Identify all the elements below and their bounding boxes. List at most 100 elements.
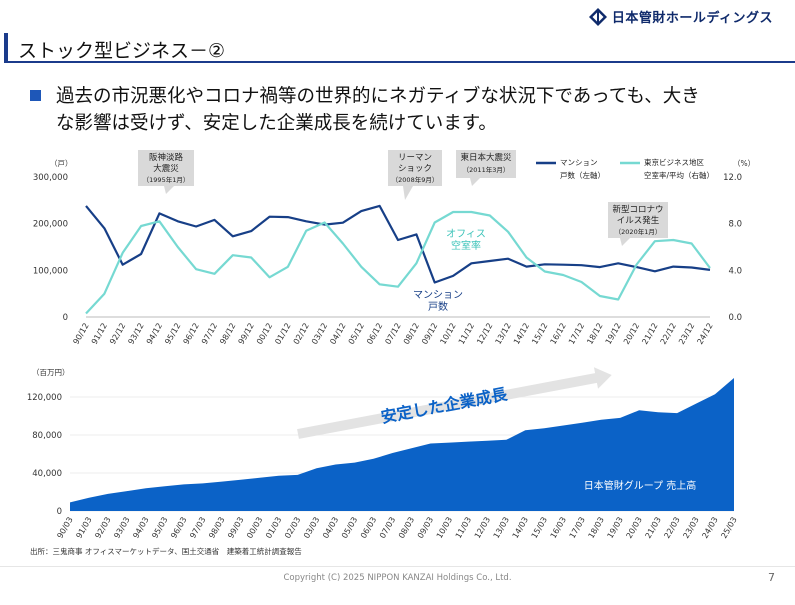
growth-arrow-shape	[297, 367, 612, 439]
top-left-tick-label: 300,000	[33, 173, 68, 183]
top-x-tick-label: 22/12	[659, 322, 678, 346]
bottom-x-tick-label: 93/03	[112, 516, 131, 540]
dual-axis-line-chart: 0 100,000 200,000 300,000 （戸） 0.0 4.0 8.0 12.0 （%…	[33, 150, 755, 346]
bottom-y-tick-label: 120,000	[27, 393, 62, 403]
page-title-bar: ストック型ビジネス－②	[0, 33, 795, 63]
top-x-tick-label: 17/12	[567, 322, 586, 346]
bottom-x-tick-label: 96/03	[169, 516, 188, 540]
bottom-x-tick-label: 90/03	[55, 516, 74, 540]
top-x-tick-label: 04/12	[328, 322, 347, 346]
top-x-tick-label: 96/12	[182, 322, 201, 346]
event-callout-text: （1995年1月）	[143, 175, 190, 184]
top-x-tick-label: 12/12	[475, 322, 494, 346]
top-x-tick-label: 23/12	[677, 322, 696, 346]
bottom-x-tick-label: 10/03	[435, 516, 454, 540]
top-x-tick-label: 98/12	[218, 322, 237, 346]
bottom-x-tick-label: 91/03	[74, 516, 93, 540]
top-x-tick-label: 08/12	[402, 322, 421, 346]
top-right-tick-label: 12.0	[723, 173, 742, 183]
event-callout-text: （2008年9月）	[392, 175, 439, 184]
bottom-x-tick-label: 05/03	[340, 516, 359, 540]
company-logo-icon	[588, 7, 607, 26]
bottom-x-tick-label: 02/03	[283, 516, 302, 540]
top-x-tick-label: 97/12	[200, 322, 219, 346]
top-x-tick-label: 07/12	[383, 322, 402, 346]
sales-area-chart: 0 40,000 80,000 120,000 （百万円） 90/03 91/03 92/03…	[27, 367, 739, 540]
bottom-y-tick-label: 0	[57, 507, 62, 517]
top-x-tick-label: 01/12	[273, 322, 292, 346]
top-right-tick-label: 8.0	[728, 220, 742, 230]
sales-area	[70, 378, 734, 511]
top-left-unit: （戸）	[50, 159, 73, 168]
growth-arrow-label: 安定した企業成長	[379, 384, 509, 426]
bullet-square-icon	[30, 90, 41, 101]
mansion-inline-label-1: マンション	[413, 290, 463, 301]
top-x-tick-label: 91/12	[90, 322, 109, 346]
event-callout-text: リーマン	[398, 153, 432, 163]
bottom-y-unit: （百万円）	[32, 368, 70, 377]
bullet-text: 過去の市況悪化やコロナ禍等の世界的にネガティブな状況下であっても、大き な影響は…	[56, 83, 776, 137]
title-accent	[4, 33, 8, 62]
bottom-x-tick-label: 94/03	[131, 516, 150, 540]
top-x-tick-label: 14/12	[512, 322, 531, 346]
top-right-tick-label: 0.0	[728, 313, 742, 323]
top-x-tick-label: 94/12	[145, 322, 164, 346]
bottom-x-tick-label: 16/03	[549, 516, 568, 540]
top-x-tick-label: 15/12	[530, 322, 549, 346]
company-name: 日本管財ホールディングス	[611, 11, 773, 26]
top-x-tick-label: 06/12	[365, 322, 384, 346]
top-x-tick-label: 18/12	[585, 322, 604, 346]
bottom-x-tick-label: 07/03	[378, 516, 397, 540]
top-left-tick-label: 200,000	[33, 220, 68, 230]
legend-mansion-label-2: 戸数（左軸）	[560, 170, 605, 180]
bottom-x-tick-label: 12/03	[473, 516, 492, 540]
bottom-y-tick-label: 40,000	[32, 469, 62, 479]
bottom-x-tick-label: 13/03	[492, 516, 511, 540]
bottom-x-tick-label: 24/03	[700, 516, 719, 540]
vacancy-inline-label-2: 空室率	[451, 239, 481, 252]
bottom-x-tick-label: 08/03	[397, 516, 416, 540]
event-callout-text: 阪神淡路	[149, 152, 184, 163]
event-callout-text: 新型コロナウ	[612, 204, 663, 215]
event-callout-text: ショック	[398, 164, 432, 174]
bottom-x-tick-label: 03/03	[302, 516, 321, 540]
bottom-x-tick-label: 09/03	[416, 516, 435, 540]
top-left-tick-label: 100,000	[33, 266, 68, 276]
bottom-labels: 日本管財グループ 売上高	[584, 479, 697, 492]
top-x-tick-label: 21/12	[640, 322, 659, 346]
bottom-x-tick-label: 21/03	[644, 516, 663, 540]
copyright: Copyright (C) 2025 NIPPON KANZAI Holding…	[283, 573, 512, 583]
bottom-x-tick-label: 20/03	[625, 516, 644, 540]
bottom-x-tick-label: 23/03	[681, 516, 700, 540]
bottom-x-tick-label: 06/03	[359, 516, 378, 540]
event-callout-text: （2020年1月）	[615, 227, 662, 236]
sales-series-label: 日本管財グループ 売上高	[584, 479, 697, 492]
top-series-lines	[85, 204, 711, 315]
bottom-x-tick-label: 01/03	[264, 516, 283, 540]
vacancy-inline-label-1: オフィス	[446, 228, 486, 240]
source-note: 出所：三鬼商事 オフィスマーケットデータ、国土交通省 建築着工統計調査報告	[30, 547, 302, 556]
bottom-area	[70, 378, 734, 511]
bottom-x-tick-label: 04/03	[321, 516, 340, 540]
top-x-tick-label: 20/12	[622, 322, 641, 346]
bottom-y-tick-label: 80,000	[32, 431, 62, 441]
event-callout-text: （2011年3月）	[463, 165, 510, 174]
top-x-tick-label: 90/12	[71, 322, 90, 346]
legend-mansion-label-1: マンション	[560, 158, 598, 167]
bottom-x-tick-label: 11/03	[454, 516, 473, 540]
top-x-tick-label: 02/12	[292, 322, 311, 346]
event-callout-box	[388, 150, 442, 200]
top-x-tick-label: 99/12	[237, 322, 256, 346]
bottom-x-tick-label: 15/03	[530, 516, 549, 540]
bottom-x-tick-label: 97/03	[188, 516, 207, 540]
company-logo: 日本管財ホールディングス	[588, 7, 773, 26]
top-x-tick-label: 05/12	[347, 322, 366, 346]
bottom-x-tick-label: 22/03	[662, 516, 681, 540]
top-x-tick-label: 95/12	[163, 322, 182, 346]
top-x-tick-label: 10/12	[438, 322, 457, 346]
legend-vacancy-label-2: 空室率/平均（右軸）	[644, 170, 714, 180]
top-x-tick-label: 09/12	[420, 322, 439, 346]
